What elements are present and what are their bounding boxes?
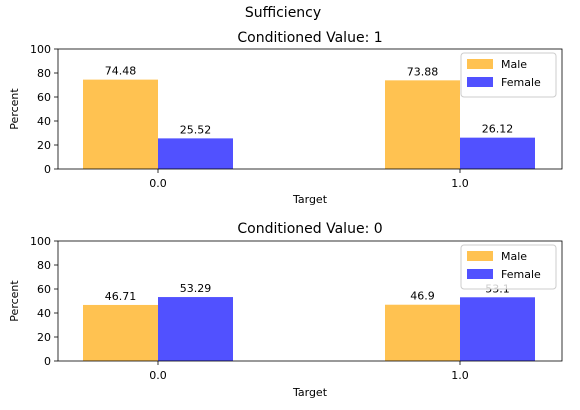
bar-male-0.0 bbox=[83, 79, 158, 169]
axes-frame bbox=[57, 48, 563, 170]
y-tick-label: 40 bbox=[37, 307, 51, 320]
y-tick-label: 20 bbox=[37, 331, 51, 344]
y-tick-label: 60 bbox=[37, 283, 51, 296]
legend-swatch-female bbox=[467, 77, 493, 87]
data-label: 53.29 bbox=[180, 282, 212, 295]
data-label: 25.52 bbox=[180, 123, 212, 136]
panel-title: Conditioned Value: 1 bbox=[237, 30, 382, 46]
legend-label-male: Male bbox=[501, 58, 527, 71]
y-tick-label: 20 bbox=[37, 139, 51, 152]
legend: Male Female bbox=[460, 52, 557, 98]
data-label: 73.88 bbox=[407, 65, 439, 78]
bar-female-1.0 bbox=[460, 297, 535, 361]
data-label: 46.71 bbox=[105, 290, 137, 303]
x-axis-label: Target bbox=[292, 386, 328, 399]
bar-male-1.0 bbox=[385, 304, 460, 361]
bar-female-0.0 bbox=[158, 138, 233, 169]
bar-male-0.0 bbox=[83, 304, 158, 361]
bar-female-0.0 bbox=[158, 297, 233, 361]
data-label: 74.48 bbox=[105, 65, 137, 78]
data-label: 26.12 bbox=[482, 123, 514, 136]
y-tick-label: 40 bbox=[37, 115, 51, 128]
legend-swatch-male bbox=[467, 251, 493, 261]
y-tick-label: 80 bbox=[37, 259, 51, 272]
x-tick-label: 1.0 bbox=[451, 369, 469, 382]
axes-frame bbox=[57, 240, 563, 362]
x-axis-label: Target bbox=[292, 193, 328, 206]
y-axis-label: Percent bbox=[8, 280, 21, 322]
x-tick-label: 1.0 bbox=[451, 177, 469, 190]
y-tick-label: 100 bbox=[30, 235, 51, 248]
legend: Male Female bbox=[460, 244, 557, 290]
y-axis-label: Percent bbox=[8, 88, 21, 130]
legend-label-male: Male bbox=[501, 250, 527, 263]
data-label: 46.9 bbox=[410, 290, 435, 303]
x-tick-label: 0.0 bbox=[149, 369, 167, 382]
chart-suptitle: Sufficiency bbox=[245, 5, 321, 21]
panel-1: Conditioned Value: 1 74.48 73.88 25.52 26.12… bbox=[8, 30, 563, 206]
panel-2: Conditioned Value: 046.7146.953.2953.102… bbox=[8, 221, 563, 399]
bar-female-1.0 bbox=[460, 137, 535, 169]
y-tick-label: 80 bbox=[37, 67, 51, 80]
legend-label-female: Female bbox=[501, 76, 541, 89]
y-tick-label: 0 bbox=[44, 355, 51, 368]
legend-swatch-female bbox=[467, 269, 493, 279]
bar-male-1.0 bbox=[385, 80, 460, 169]
legend-swatch-male bbox=[467, 59, 493, 69]
legend-label-female: Female bbox=[501, 268, 541, 281]
panel-title: Conditioned Value: 0 bbox=[237, 221, 382, 237]
y-tick-label: 0 bbox=[44, 163, 51, 176]
x-tick-label: 0.0 bbox=[149, 177, 167, 190]
y-tick-label: 60 bbox=[37, 91, 51, 104]
y-tick-label: 100 bbox=[30, 43, 51, 56]
